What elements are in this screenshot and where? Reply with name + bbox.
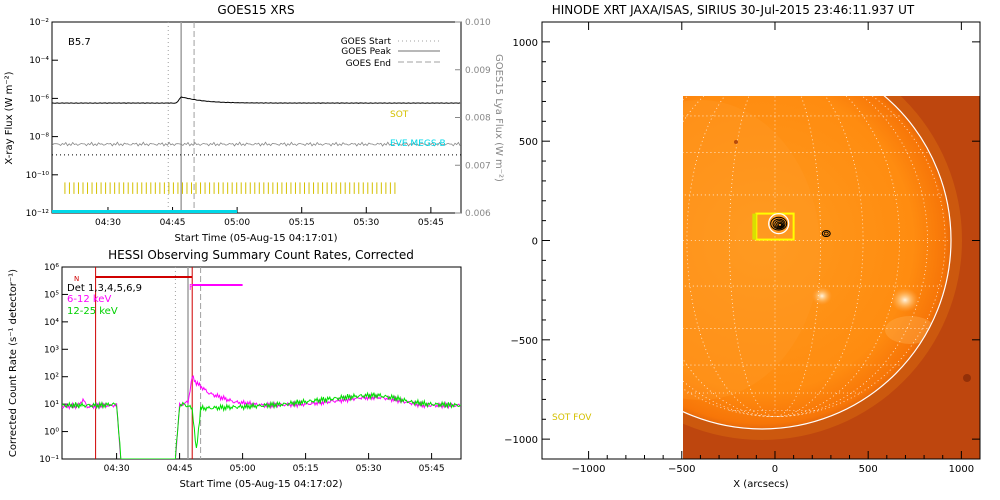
goes-y-tick-label: 10⁻² xyxy=(29,18,49,28)
hessi-x-tick-label: 05:15 xyxy=(293,464,319,474)
goes-x-tick-label: 05:00 xyxy=(224,218,250,228)
goes-y2-axis: 0.006 0.007 0.008 0.009 0.010 xyxy=(455,18,491,219)
goes-x-label: Start Time (05-Aug-15 04:17:01) xyxy=(174,233,337,244)
goes-x-tick-label: 05:15 xyxy=(289,218,315,228)
hessi-panel: HESSI Observing Summary Count Rates, Cor… xyxy=(8,248,462,490)
solar-disk xyxy=(683,96,951,429)
goes-xray-flux-line xyxy=(52,96,461,104)
hessi-y-tick-label: 10³ xyxy=(44,345,59,355)
goes-y-axis: 10⁻¹² 10⁻¹⁰ 10⁻⁸ 10⁻⁶ 10⁻⁴ 10⁻² xyxy=(26,18,58,219)
hessi-y-tick-label: 10⁻¹ xyxy=(39,455,59,465)
flag-f-label: F xyxy=(189,283,194,292)
legend-goes-end: GOES End xyxy=(346,59,391,69)
xrt-y-tick-label: 0 xyxy=(532,237,538,248)
goes-lya-flux-line xyxy=(52,141,461,147)
goes-x-tick-label: 04:30 xyxy=(95,218,121,228)
xrt-x-tick-label: 500 xyxy=(859,464,878,475)
xrt-x-label: X (arcsecs) xyxy=(733,479,789,490)
goes-series xyxy=(52,22,461,213)
secondary-contour xyxy=(821,230,831,238)
goes-y-tick-label: 10⁻¹⁰ xyxy=(26,171,50,181)
sot-fov-label: SOT FOV xyxy=(552,413,592,423)
goes-class-label: B5.7 xyxy=(68,37,91,48)
xrt-y-tick-label: −500 xyxy=(511,336,538,347)
hessi-series-6-12kev xyxy=(62,375,461,459)
xrt-title: HINODE XRT JAXA/ISAS, SIRIUS 30-Jul-2015… xyxy=(552,3,915,17)
xrt-x-tick-label: 1000 xyxy=(949,464,974,475)
hessi-y-tick-label: 10⁶ xyxy=(44,263,59,273)
emission-contour xyxy=(774,220,785,229)
secondary-contour-inner xyxy=(823,231,829,236)
goes-x-tick-label: 05:30 xyxy=(353,218,379,228)
emission-contour xyxy=(777,222,783,227)
flag-n-label: N xyxy=(74,275,79,283)
goes-xrs-panel: GOES15 XRS 10⁻¹² 10⁻¹⁰ 10⁻⁸ 10⁻⁶ 10⁻⁴ 10⁻² 0.… xyxy=(4,3,504,244)
goes-y-tick-label: 10⁻⁶ xyxy=(29,94,49,104)
hessi-x-axis: 04:30 04:45 05:00 05:15 05:30 05:45 xyxy=(104,453,445,474)
hessi-plot-frame xyxy=(61,266,462,460)
legend-12-25kev: 12-25 keV xyxy=(67,306,118,317)
hessi-x-tick-label: 05:00 xyxy=(230,464,256,474)
goes-title: GOES15 XRS xyxy=(217,3,294,17)
xrt-x-tick-label: 0 xyxy=(772,464,778,475)
goes-y2-tick-label: 0.006 xyxy=(465,209,491,219)
goes-y2-tick-label: 0.008 xyxy=(465,114,491,124)
xrt-x-tick-label: −500 xyxy=(668,464,695,475)
goes-sot-label: SOT xyxy=(390,110,409,120)
hessi-series xyxy=(62,267,461,459)
hessi-y-axis: 10⁻¹ 10⁰ 10¹ 10² 10³ 10⁴ 10⁵ 10⁶ xyxy=(39,263,68,465)
hessi-y-tick-label: 10⁰ xyxy=(44,428,59,438)
xrt-solar-image xyxy=(683,96,980,459)
goes-y-tick-label: 10⁻¹² xyxy=(26,209,50,219)
hessi-x-tick-label: 05:30 xyxy=(356,464,382,474)
goes-y2-tick-label: 0.007 xyxy=(465,161,491,171)
goes-x-tick-label: 05:45 xyxy=(418,218,444,228)
longitude-line xyxy=(774,96,821,418)
goes-y2-tick-label: 0.010 xyxy=(465,18,491,28)
hessi-y-tick-label: 10⁴ xyxy=(44,318,59,328)
goes-y2-tick-label: 0.009 xyxy=(465,66,491,76)
goes-legend: GOES Start GOES Peak GOES End xyxy=(341,37,440,69)
xrt-y-tick-label: −1000 xyxy=(504,435,538,446)
xrt-x-axis: −1000 −500 0 500 1000 xyxy=(572,22,974,475)
goes-y2-label: GOES15 Lya Flux (W m⁻²) xyxy=(493,54,504,182)
hessi-legend: Det 1,3,4,5,6,9 6-12 keV 12-25 keV xyxy=(67,283,142,317)
contour-outer-white xyxy=(768,212,790,235)
legend-6-12kev: 6-12 keV xyxy=(67,294,111,305)
xrt-y-tick-label: 1000 xyxy=(513,38,538,49)
hessi-x-tick-label: 04:30 xyxy=(104,464,130,474)
xrt-x-tick-label: −1000 xyxy=(572,464,606,475)
legend-goes-peak: GOES Peak xyxy=(341,47,391,57)
bright-region-central xyxy=(812,287,832,305)
emission-contour xyxy=(772,218,786,230)
xrt-image-panel: HINODE XRT JAXA/ISAS, SIRIUS 30-Jul-2015… xyxy=(504,3,981,490)
xrt-y-axis: −1000 −500 0 500 1000 xyxy=(504,38,980,446)
limb-circle xyxy=(683,96,952,430)
bright-region-east xyxy=(891,288,919,312)
goes-x-tick-label: 04:45 xyxy=(160,218,186,228)
hessi-title: HESSI Observing Summary Count Rates, Cor… xyxy=(108,248,414,262)
goes-y-label: X-ray Flux (W m⁻²) xyxy=(4,71,15,164)
hessi-y-label: Corrected Count Rate (s⁻¹ detector⁻¹) xyxy=(8,269,19,457)
hessi-x-tick-label: 04:45 xyxy=(167,464,193,474)
hessi-x-label: Start Time (05-Aug-15 04:17:02) xyxy=(179,479,342,490)
xrt-overlays xyxy=(752,212,831,241)
hessi-series-12-25kev xyxy=(62,391,461,459)
hessi-y-tick-label: 10¹ xyxy=(44,400,59,410)
goes-y-tick-label: 10⁻⁸ xyxy=(29,133,49,143)
hessi-y-tick-label: 10² xyxy=(44,373,59,383)
hessi-x-tick-label: 05:45 xyxy=(419,464,445,474)
goes-eve-label: EVE MEGS-B xyxy=(390,139,446,149)
legend-det: Det 1,3,4,5,6,9 xyxy=(67,283,142,294)
legend-goes-start: GOES Start xyxy=(341,37,392,47)
emission-contour xyxy=(770,216,788,231)
longitude-line xyxy=(729,96,775,418)
xrt-y-tick-label: 500 xyxy=(519,137,538,148)
eve-coverage-bar xyxy=(52,210,238,213)
hessi-y-tick-label: 10⁵ xyxy=(44,290,59,300)
goes-y-tick-label: 10⁻⁴ xyxy=(29,56,49,66)
emission-contour xyxy=(776,221,784,228)
